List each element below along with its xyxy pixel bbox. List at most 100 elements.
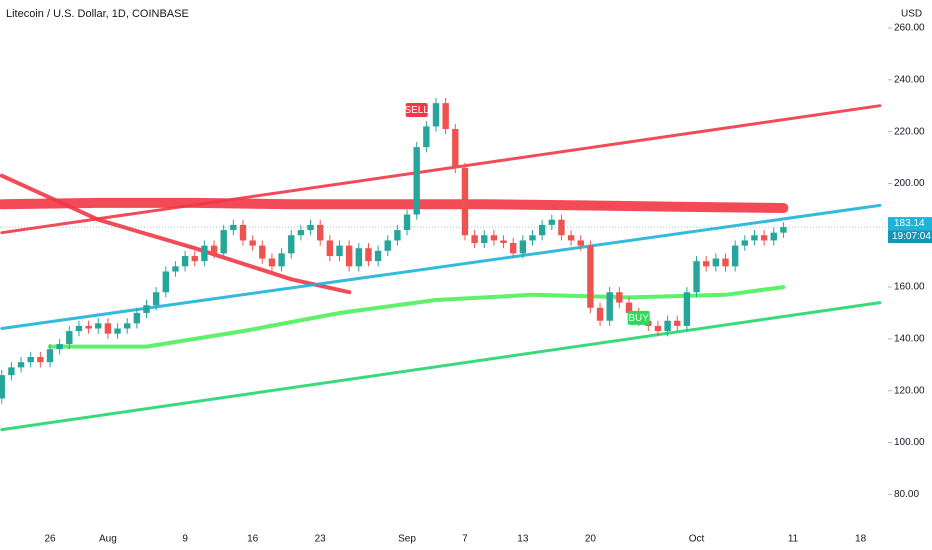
x-tick-label: 16	[247, 534, 259, 545]
candle-body	[124, 323, 131, 329]
y-tick-label: 160.00	[894, 282, 925, 293]
candle-body	[442, 103, 449, 130]
x-tick-label: 23	[315, 534, 327, 545]
candle-body	[37, 357, 44, 363]
y-tick-label: 240.00	[894, 74, 925, 85]
last-price-tag	[888, 217, 932, 231]
x-tick-label: Sep	[398, 534, 416, 545]
y-tick-label: 200.00	[894, 178, 925, 189]
candle-body	[413, 147, 420, 215]
x-tick-label: 18	[855, 534, 867, 545]
candle-body	[268, 258, 276, 267]
candle-body	[423, 126, 430, 148]
candle-body	[162, 271, 169, 293]
candle-body	[152, 292, 160, 306]
candle-body	[95, 323, 102, 329]
signal-label: SELL	[404, 105, 429, 116]
candle-body	[220, 230, 227, 254]
signal-label: BUY	[628, 313, 649, 324]
candle-body	[172, 266, 179, 272]
candle-body	[66, 331, 73, 345]
candle-body	[452, 129, 459, 168]
candle-body	[336, 245, 343, 256]
candle-body	[674, 320, 681, 326]
candle-body	[85, 325, 92, 329]
overlay-line	[0, 173, 352, 295]
candle-body	[201, 245, 208, 262]
candle-body	[500, 240, 507, 244]
candle-body	[731, 245, 739, 267]
candle-body	[577, 240, 584, 246]
candle-body	[567, 235, 575, 241]
candle-body	[548, 219, 555, 225]
x-tick-label: Oct	[689, 534, 705, 545]
candle-body	[355, 248, 362, 267]
candle-body	[606, 292, 613, 321]
candle-body	[490, 235, 498, 241]
x-tick-label: 11	[788, 534, 799, 545]
candle-body	[326, 240, 334, 256]
candle-body	[133, 312, 141, 324]
candle-body	[510, 243, 517, 254]
chart-title: Litecoin / U.S. Dollar, 1D, COINBASE	[6, 8, 189, 20]
candle-body	[625, 302, 633, 313]
countdown-label: 19:07:04	[892, 231, 931, 242]
candle-body	[519, 240, 527, 254]
candle-body	[307, 224, 314, 231]
plot-area	[0, 97, 882, 432]
x-tick-label: 9	[182, 534, 188, 545]
candle-body	[587, 245, 594, 308]
overlay-line	[0, 197, 789, 213]
candle-body	[538, 224, 546, 236]
overlay-line	[0, 301, 882, 432]
candle-body	[56, 344, 63, 350]
candle-body	[17, 362, 25, 368]
candle-body	[693, 261, 700, 293]
x-tick-label: 26	[44, 534, 56, 545]
candle-body	[703, 261, 710, 267]
x-tick-label: Aug	[99, 534, 117, 545]
x-tick-label: 20	[585, 534, 597, 545]
candle-body	[27, 357, 34, 363]
candle-body	[683, 292, 691, 326]
candle-body	[288, 235, 295, 254]
candle-body	[770, 232, 777, 241]
candle-body	[471, 235, 478, 244]
candle-body	[249, 240, 256, 246]
y-tick-label: 80.00	[894, 489, 919, 500]
candle-body	[722, 258, 729, 267]
candle-body	[259, 245, 266, 259]
candle-body	[529, 235, 536, 241]
candle-body	[461, 167, 469, 236]
x-tick-label: 7	[462, 534, 468, 545]
last-price-label: 183.14	[894, 218, 925, 229]
candle-body	[751, 235, 758, 241]
candle-body	[403, 214, 411, 231]
overlay-line	[48, 285, 786, 349]
candle-body	[114, 328, 121, 334]
candle-body	[8, 367, 15, 376]
candle-body	[596, 307, 604, 321]
candle-body	[104, 323, 112, 334]
y-tick-label: 100.00	[894, 437, 925, 448]
candle-body	[780, 227, 787, 233]
candle-body	[181, 255, 189, 267]
candle-body	[230, 224, 237, 231]
y-tick-label: 220.00	[894, 126, 925, 137]
candle-body	[239, 224, 247, 241]
candle-body	[278, 253, 285, 267]
candle-body	[664, 320, 671, 332]
candle-body	[317, 224, 324, 241]
y-tick-label: 140.00	[894, 334, 925, 345]
candle-body	[345, 245, 353, 267]
y-tick-label: 120.00	[894, 385, 925, 396]
candle-body	[0, 375, 5, 399]
candle-body	[760, 235, 768, 241]
candle-body	[210, 245, 218, 254]
candle-body	[432, 103, 440, 127]
candle-body	[481, 235, 488, 244]
candle-body	[654, 325, 662, 332]
candle-body	[741, 240, 748, 246]
